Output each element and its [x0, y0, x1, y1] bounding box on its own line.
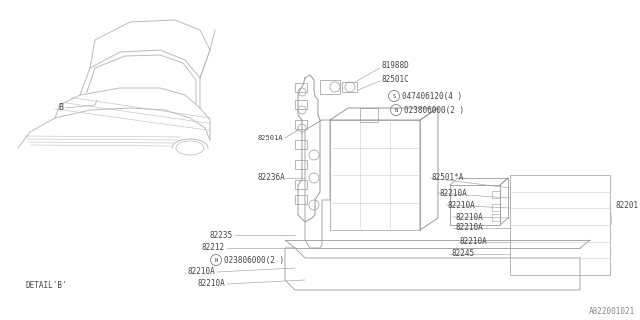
Bar [295, 195, 307, 204]
Text: 023806000(2 ): 023806000(2 ) [404, 106, 464, 115]
Text: 82501*A: 82501*A [432, 173, 465, 182]
Bar [492, 191, 500, 198]
Text: 023806000(2 ): 023806000(2 ) [224, 255, 284, 265]
Bar [295, 120, 307, 129]
Text: 82210A: 82210A [197, 279, 225, 289]
Text: 81988D: 81988D [382, 61, 410, 70]
Text: 82236A: 82236A [258, 173, 285, 182]
Bar [510, 175, 610, 275]
Text: A822001021: A822001021 [589, 308, 635, 316]
Text: 82235: 82235 [210, 230, 233, 239]
Bar [295, 180, 307, 189]
Text: B: B [58, 103, 63, 113]
Text: 82210A: 82210A [440, 188, 468, 197]
Text: S: S [392, 93, 396, 99]
Text: 82210A: 82210A [455, 212, 483, 221]
Bar [320, 80, 340, 94]
Bar [295, 100, 307, 109]
Bar [492, 204, 500, 211]
Text: 82210A: 82210A [460, 237, 488, 246]
Bar [295, 160, 307, 169]
Text: 82245: 82245 [452, 250, 475, 259]
Bar [360, 108, 378, 122]
Bar [342, 82, 357, 92]
Text: 82210A: 82210A [188, 268, 215, 276]
Text: 82501C: 82501C [382, 76, 410, 84]
Text: 82210A: 82210A [448, 201, 476, 210]
Bar [295, 140, 307, 149]
Text: N: N [394, 108, 397, 113]
Bar [492, 214, 500, 221]
Text: 82212: 82212 [202, 244, 225, 252]
Text: 82210A: 82210A [455, 223, 483, 233]
Text: 047406120(4 ): 047406120(4 ) [402, 92, 462, 100]
Text: DETAIL'B': DETAIL'B' [25, 281, 67, 290]
Text: 82501A: 82501A [258, 135, 284, 141]
Text: 82201: 82201 [615, 201, 638, 210]
Bar [295, 83, 307, 92]
Text: N: N [214, 258, 218, 262]
